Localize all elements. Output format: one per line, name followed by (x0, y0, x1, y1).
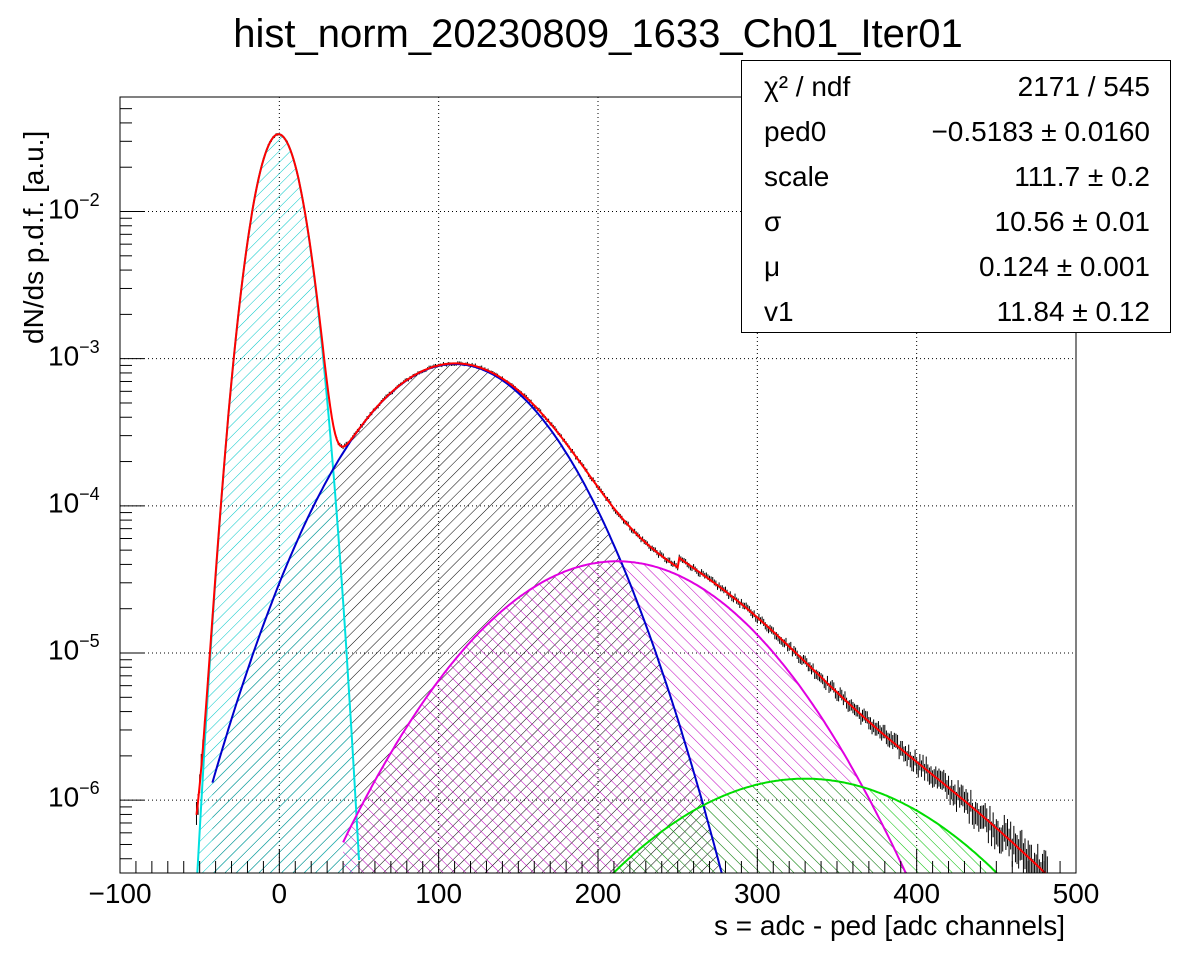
x-axis-label: s = adc - ped [adc channels] (714, 910, 1065, 941)
stat-value: 10.56 ± 0.01 (994, 206, 1151, 237)
y-tick-label: 10−2 (48, 189, 100, 224)
y-axis-label: dN/ds p.d.f. [a.u.] (18, 130, 49, 344)
stat-value: 111.7 ± 0.2 (1014, 161, 1150, 192)
x-tick-label: 0 (271, 878, 288, 909)
y-tick-label: 10−3 (48, 336, 100, 371)
fit-curves (195, 133, 1047, 873)
stat-row-chi2: χ² / ndf 2171 / 545 (764, 71, 1150, 115)
stat-row-scale: scale 111.7 ± 0.2 (764, 161, 1150, 205)
stat-row-mu: μ 0.124 ± 0.001 (764, 251, 1150, 295)
x-tick-label: 100 (415, 878, 463, 909)
total-fit-curve (195, 133, 1047, 873)
third-peak-fill (598, 778, 1022, 873)
y-tick-label: 10−4 (48, 483, 100, 519)
tick-marks (119, 96, 1077, 873)
stat-name: v1 (764, 296, 794, 327)
x-tick-label: 200 (574, 878, 622, 909)
y-tick-label: 10−5 (48, 631, 100, 666)
stat-value: −0.5183 ± 0.0160 (931, 116, 1150, 147)
stat-value: 11.84 ± 0.12 (996, 296, 1150, 327)
stat-name: μ (764, 251, 781, 282)
fit-statistics-box: χ² / ndf 2171 / 545 ped0 −0.5183 ± 0.016… (741, 60, 1171, 333)
stat-value: 2171 / 545 (1017, 71, 1150, 102)
x-tick-label: 300 (733, 878, 781, 909)
stat-name: ped0 (764, 116, 827, 147)
stat-name: σ (764, 206, 782, 237)
stat-name: χ² / ndf (764, 71, 851, 102)
stat-row-ped0: ped0 −0.5183 ± 0.0160 (764, 116, 1150, 160)
stat-name: scale (764, 161, 830, 192)
first-peak-curve (211, 363, 723, 873)
stat-row-sigma: σ 10.56 ± 0.01 (764, 206, 1150, 250)
x-tick-label: −100 (88, 878, 152, 909)
stat-row-v1: v1 11.84 ± 0.12 (764, 296, 1150, 340)
x-tick-label: 500 (1052, 878, 1100, 909)
second-peak-curve (342, 560, 907, 873)
third-peak-curve (612, 777, 999, 873)
y-tick-label: 10−6 (48, 778, 100, 813)
stat-value: 0.124 ± 0.001 (978, 251, 1150, 282)
chart-title: hist_norm_20230809_1633_Ch01_Iter01 (233, 12, 963, 56)
x-tick-label: 400 (893, 878, 941, 909)
